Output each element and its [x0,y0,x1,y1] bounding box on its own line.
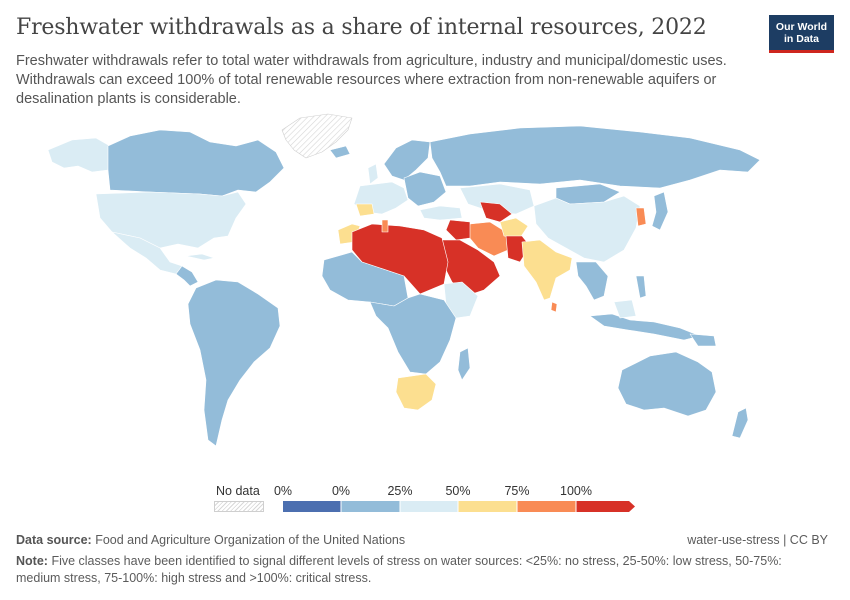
region-usa[interactable] [95,191,247,249]
legend-bin-3[interactable] [458,501,517,512]
region-southeast-asia[interactable] [575,261,609,301]
logo-line-2: in Data [783,33,819,45]
region-china[interactable] [533,195,641,263]
owid-logo[interactable]: Our World in Data [769,15,834,53]
region-central-africa[interactable] [369,293,457,375]
legend-tick-0: 0% [273,484,293,498]
legend-bin-5[interactable] [576,501,635,512]
region-papua[interactable] [689,333,717,347]
region-uzbekistan[interactable] [479,201,513,223]
region-russia[interactable] [429,125,761,189]
region-alaska[interactable] [47,137,111,173]
legend-tick-2: 25% [387,484,413,498]
region-korea[interactable] [635,207,647,227]
region-tunisia[interactable] [381,219,389,233]
legend-no-data-label: No data [216,484,260,498]
region-southern-africa[interactable] [395,373,437,411]
region-india[interactable] [521,239,573,301]
chart-title: Freshwater withdrawals as a share of int… [16,15,707,40]
legend-color-bar [283,501,635,512]
region-indonesia[interactable] [589,313,701,341]
region-new-zealand[interactable] [731,407,749,439]
region-scandinavia[interactable] [383,139,431,181]
logo-line-1: Our World [775,21,828,33]
region-borneo[interactable] [613,299,637,319]
legend-bin-4[interactable] [517,501,576,512]
legend-bin-2[interactable] [400,501,458,512]
legend-bin-1[interactable] [341,501,400,512]
world-map[interactable] [0,108,850,480]
region-cuba[interactable] [185,253,215,261]
region-iraq-syria[interactable] [445,219,471,241]
region-uk[interactable] [367,163,379,185]
legend-bin-0[interactable] [283,501,341,512]
note-text: Five classes have been identified to sig… [16,554,782,585]
region-philippines[interactable] [635,275,647,299]
region-sri-lanka[interactable] [550,301,558,313]
region-greenland[interactable] [281,113,353,159]
region-madagascar[interactable] [457,347,471,381]
region-central-america[interactable] [175,265,199,287]
legend-no-data-swatch[interactable] [214,501,264,512]
legend-tick-1: 0% [331,484,351,498]
legend-tick-5: 100% [560,484,592,498]
region-australia[interactable] [617,351,717,417]
data-source: Data source: Food and Agriculture Organi… [16,533,405,547]
data-source-label: Data source: [16,533,92,547]
region-europe-east[interactable] [403,171,447,207]
legend-tick-3: 50% [445,484,471,498]
region-iceland[interactable] [329,145,351,159]
region-spain[interactable] [355,203,375,217]
region-afghanistan[interactable] [499,217,529,239]
chart-credit[interactable]: water-use-stress | CC BY [687,533,828,547]
legend-tick-4: 75% [504,484,530,498]
region-japan[interactable] [651,191,669,231]
chart-note: Note: Five classes have been identified … [16,553,816,587]
region-turkey[interactable] [419,205,463,221]
region-central-asia[interactable] [459,183,535,215]
region-south-america[interactable] [187,279,281,447]
region-canada[interactable] [107,129,285,197]
data-source-link[interactable]: Food and Agriculture Organization of the… [95,533,406,547]
region-arabia[interactable] [439,239,501,297]
chart-subtitle: Freshwater withdrawals refer to total wa… [16,53,727,107]
note-label: Note: [16,554,48,568]
